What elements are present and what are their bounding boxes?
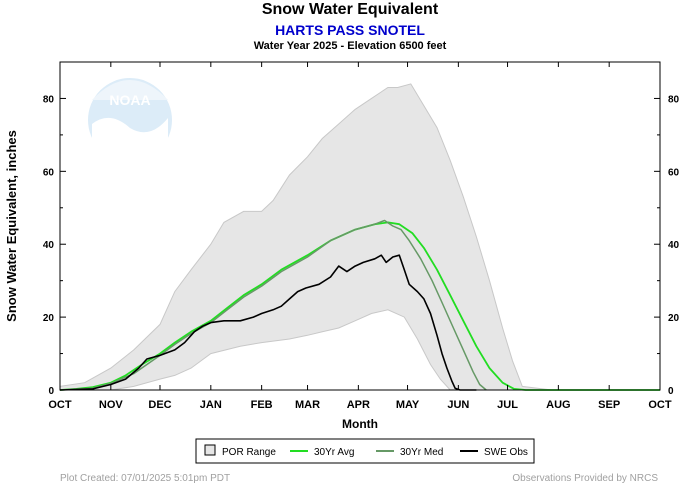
- y-tick-label-left: 40: [43, 240, 55, 251]
- plot-frame: [59, 61, 661, 391]
- x-tick-label: OCT: [48, 399, 72, 411]
- noaa-logo-text: NOAA: [109, 92, 150, 108]
- x-tick-label: MAY: [396, 399, 420, 411]
- noaa-logo-watermark: NOAA: [88, 78, 172, 163]
- y-tick-label-left: 80: [43, 94, 55, 105]
- y-tick-label-right: 0: [668, 386, 674, 397]
- station-name: HARTS PASS SNOTEL: [275, 22, 425, 38]
- x-tick-label: DEC: [148, 399, 171, 411]
- x-tick-label: JUL: [497, 399, 518, 411]
- legend-label-avg: 30Yr Avg: [314, 447, 354, 458]
- legend-swatch-por: [204, 444, 216, 456]
- legend: POR Range 30Yr Avg 30Yr Med SWE Obs: [195, 438, 535, 464]
- x-tick-label: NOV: [99, 399, 124, 411]
- legend-label-med: 30Yr Med: [400, 447, 443, 458]
- x-tick-label: JAN: [200, 399, 222, 411]
- x-tick-label: MAR: [295, 399, 320, 411]
- legend-label-por: POR Range: [222, 447, 276, 458]
- chart-subtitle: Water Year 2025 - Elevation 6500 feet: [253, 40, 447, 52]
- y-tick-label-right: 20: [668, 313, 680, 324]
- legend-label-obs: SWE Obs: [484, 447, 528, 458]
- series-30yr-med-line: [59, 219, 487, 391]
- chart-title: Snow Water Equivalent: [261, 1, 439, 18]
- y-tick-label-left: 60: [43, 167, 55, 178]
- x-tick-label: SEP: [598, 399, 620, 411]
- y-tick-label-right: 40: [668, 240, 680, 251]
- y-tick-label-left: 20: [43, 313, 55, 324]
- y-tick-label-right: 60: [668, 167, 680, 178]
- y-tick-label-left: 0: [48, 386, 54, 397]
- y-tick-label-right: 80: [668, 94, 680, 105]
- x-axis-label: Month: [342, 417, 378, 431]
- series-swe-obs-line: [59, 254, 477, 391]
- series-por-range-band: [59, 83, 660, 391]
- x-tick-label: OCT: [648, 399, 672, 411]
- x-tick-label: JUN: [447, 399, 469, 411]
- x-tick-label: APR: [347, 399, 370, 411]
- x-tick-label: AUG: [546, 399, 570, 411]
- data-source-note: Observations Provided by NRCS: [512, 473, 658, 484]
- y-axis-label: Snow Water Equivalent, inches: [4, 130, 19, 322]
- x-tick-label: FEB: [251, 399, 273, 411]
- plot-created-note: Plot Created: 07/01/2025 5:01pm PDT: [60, 473, 231, 484]
